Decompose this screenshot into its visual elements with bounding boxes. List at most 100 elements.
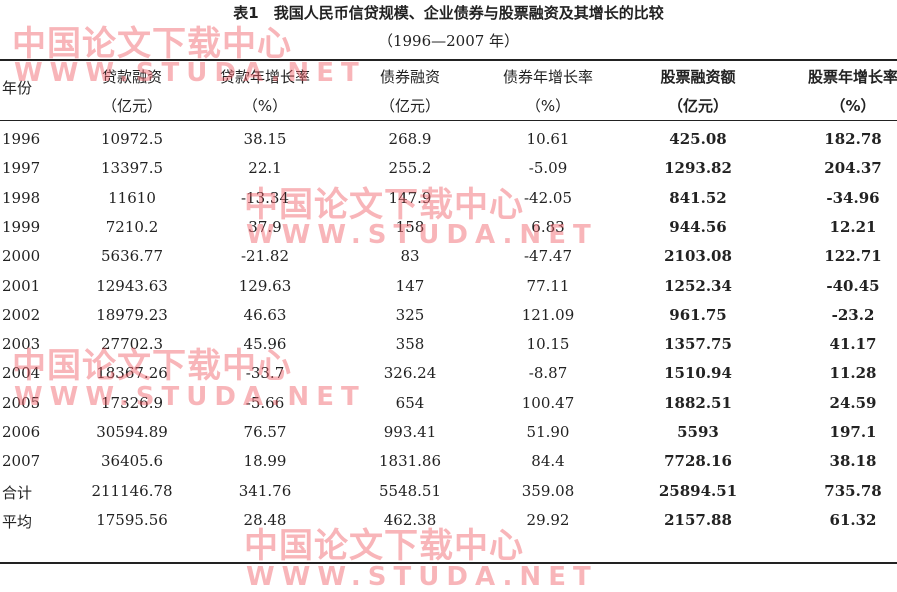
table-cell: 13397.5: [100, 159, 164, 178]
table-cell: 735.78: [824, 481, 882, 500]
table-cell: 425.08: [669, 130, 727, 148]
table-cell: 147.9: [388, 188, 432, 207]
table-cell: 10.15: [526, 335, 570, 354]
table-cell: 5548.51: [378, 481, 442, 500]
table-cell: 25894.51: [658, 481, 738, 500]
table-cell: 12943.63: [96, 276, 168, 295]
column-header: 股票年增长率: [807, 68, 897, 86]
row-year: 2007: [2, 452, 41, 471]
column-unit: （亿元）: [101, 97, 163, 115]
table-cell: 359.08: [521, 481, 575, 500]
table-cell: 1293.82: [664, 159, 732, 178]
row-year: 2006: [2, 423, 41, 441]
row-year: 2001: [2, 276, 41, 295]
column-header: 债券年增长率: [502, 68, 594, 86]
table-cell: 5593: [677, 423, 719, 441]
table-cell: 129.63: [238, 276, 292, 295]
table-cell: 326.24: [383, 364, 437, 383]
watermark-en: WWW.STUDA.NET: [14, 382, 366, 412]
watermark-en: WWW.STUDA.NET: [246, 562, 598, 592]
table-cell: 12.21: [829, 217, 877, 236]
bottom-rule: [0, 562, 897, 564]
table-cell: 1882.51: [664, 393, 732, 412]
table-cell: 158: [395, 217, 425, 236]
table-cell: 961.75: [669, 305, 727, 324]
table-cell: -47.47: [523, 247, 573, 266]
table-cell: 100.47: [521, 393, 575, 412]
row-year: 1997: [2, 159, 41, 178]
table-cell: 1357.75: [664, 335, 732, 354]
table-cell: 11.28: [829, 364, 877, 383]
table-cell: 38.15: [243, 130, 287, 148]
table-cell: 11610: [108, 188, 156, 207]
table-cell: -40.45: [826, 276, 880, 295]
table-cell: 38.18: [829, 452, 877, 471]
table-cell: -21.82: [240, 247, 290, 266]
table-cell: 341.76: [238, 481, 292, 500]
column-header: 债券融资: [379, 68, 441, 86]
watermark-en: WWW.STUDA.NET: [14, 58, 366, 88]
table-cell: 24.59: [829, 393, 877, 412]
table-cell: 27702.3: [100, 335, 164, 354]
table-cell: 255.2: [388, 159, 432, 178]
table-cell: 10972.5: [100, 130, 164, 148]
table-cell: 841.52: [669, 188, 727, 207]
table-cell: 2103.08: [664, 247, 732, 266]
table-cell: 654: [395, 393, 425, 412]
column-header: 股票融资额: [660, 68, 736, 86]
column-unit: （亿元）: [379, 97, 441, 115]
top-rule: [0, 59, 897, 61]
row-year: 2004: [2, 364, 41, 383]
column-unit: （亿元）: [667, 97, 729, 115]
table-cell: 204.37: [824, 159, 882, 178]
table-cell: 17595.56: [96, 510, 168, 529]
table-cell: 36405.6: [100, 452, 164, 471]
table-cell: -42.05: [523, 188, 573, 207]
row-year: 2000: [2, 247, 41, 266]
table-cell: 268.9: [388, 130, 432, 148]
row-year: 合计: [2, 483, 33, 502]
table-cell: 944.56: [669, 217, 727, 236]
column-unit: （%）: [830, 97, 876, 115]
table-cell: 147: [395, 276, 425, 295]
column-header: 贷款年增长率: [219, 68, 311, 86]
table-cell: 7728.16: [664, 452, 732, 471]
table-cell: -33.7: [245, 364, 285, 383]
table-cell: 18979.23: [96, 305, 168, 324]
table-cell: 45.96: [243, 335, 287, 354]
table-cell: 18367.26: [96, 364, 168, 383]
table-cell: 993.41: [383, 423, 437, 441]
table-cell: -34.96: [826, 188, 880, 207]
table-title: 表1 我国人民币信贷规模、企业债券与股票融资及其增长的比较: [233, 4, 664, 22]
table-cell: -5.66: [245, 393, 285, 412]
table-cell: 29.92: [526, 510, 570, 529]
table-cell: 37.9: [248, 217, 282, 236]
table-cell: 46.63: [243, 305, 287, 324]
table-cell: -8.87: [528, 364, 568, 383]
table-cell: 462.38: [383, 510, 437, 529]
table-cell: 358: [395, 335, 425, 354]
table-cell: 121.09: [521, 305, 575, 324]
table-cell: 84.4: [531, 452, 565, 471]
table-cell: -23.2: [831, 305, 875, 324]
column-unit: （%）: [242, 97, 288, 115]
table-cell: 1252.34: [664, 276, 732, 295]
table-cell: 17326.9: [100, 393, 164, 412]
column-unit: （%）: [525, 97, 571, 115]
table-cell: -5.09: [528, 159, 568, 178]
table-cell: 182.78: [824, 130, 882, 148]
row-year: 1998: [2, 188, 41, 207]
table-cell: 83: [400, 247, 420, 266]
table-cell: 77.11: [526, 276, 570, 295]
table-cell: 10.61: [526, 130, 570, 148]
table-cell: 28.48: [243, 510, 287, 529]
table-cell: 76.57: [243, 423, 287, 441]
table-cell: 41.17: [829, 335, 877, 354]
table-cell: 7210.2: [105, 217, 159, 236]
row-year: 平均: [2, 512, 33, 531]
table-cell: 30594.89: [96, 423, 168, 441]
table-cell: 5636.77: [100, 247, 164, 266]
table-cell: -13.34: [240, 188, 290, 207]
table-cell: 61.32: [829, 510, 877, 529]
table-cell: 122.71: [824, 247, 882, 266]
